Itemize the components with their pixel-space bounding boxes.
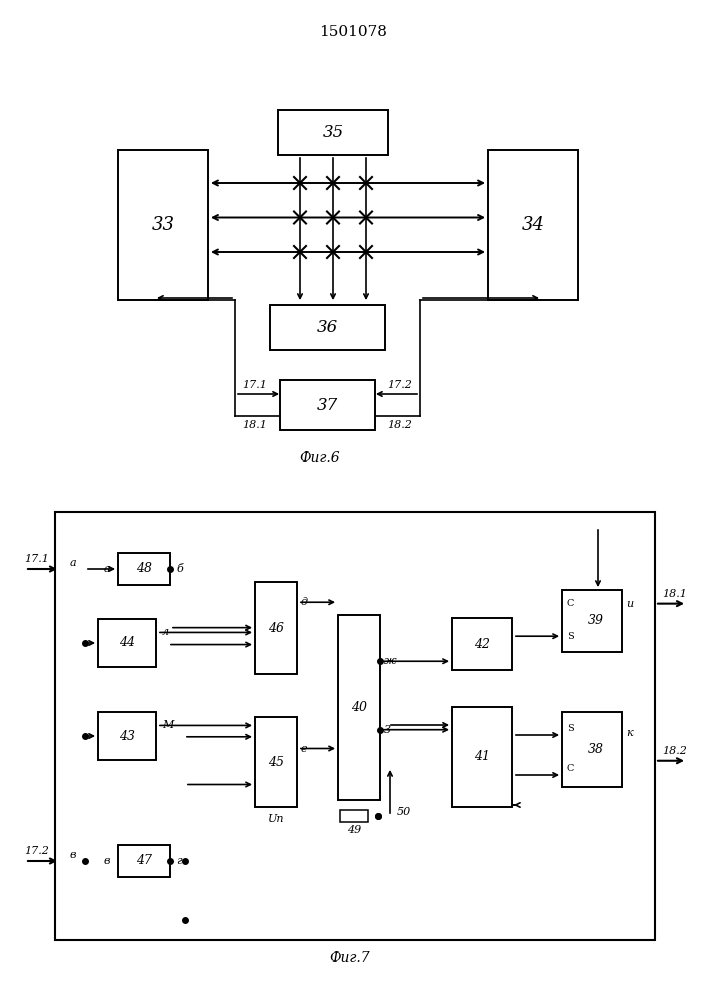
Text: 43: 43 xyxy=(119,730,135,742)
Text: Фиг.6: Фиг.6 xyxy=(300,451,340,465)
Text: 39: 39 xyxy=(588,614,604,628)
Text: 17.2: 17.2 xyxy=(25,846,49,856)
Bar xyxy=(278,110,388,155)
Text: 33: 33 xyxy=(151,216,175,234)
Text: 34: 34 xyxy=(522,216,544,234)
Text: г: г xyxy=(176,856,182,866)
Text: C: C xyxy=(566,764,573,773)
Bar xyxy=(55,512,655,940)
Text: 50: 50 xyxy=(397,807,411,817)
Text: в: в xyxy=(70,850,76,860)
Bar xyxy=(270,305,385,350)
Text: 18.2: 18.2 xyxy=(662,746,687,756)
Text: 42: 42 xyxy=(474,638,490,650)
Bar xyxy=(255,582,297,674)
Text: е: е xyxy=(301,744,308,754)
Text: 18.1: 18.1 xyxy=(243,420,267,430)
Bar xyxy=(98,619,156,667)
Text: 35: 35 xyxy=(322,124,344,141)
Text: 49: 49 xyxy=(347,825,361,835)
Text: 36: 36 xyxy=(317,319,338,336)
Text: Uп: Uп xyxy=(268,814,284,824)
Bar xyxy=(340,810,368,822)
Text: 17.1: 17.1 xyxy=(25,554,49,564)
Bar xyxy=(118,553,170,585)
Bar xyxy=(452,618,512,670)
Text: 17.1: 17.1 xyxy=(243,380,267,390)
Text: 1501078: 1501078 xyxy=(319,25,387,39)
Text: а: а xyxy=(70,558,76,568)
Bar xyxy=(488,150,578,300)
Text: 41: 41 xyxy=(474,750,490,764)
Text: к: к xyxy=(626,728,633,738)
Text: 44: 44 xyxy=(119,637,135,650)
Bar xyxy=(118,845,170,877)
Bar xyxy=(255,717,297,807)
Text: л: л xyxy=(162,627,169,637)
Text: 37: 37 xyxy=(317,396,338,414)
Text: Фиг.7: Фиг.7 xyxy=(329,951,370,965)
Text: М: М xyxy=(162,720,173,730)
Text: 18.2: 18.2 xyxy=(387,420,412,430)
Text: S: S xyxy=(566,724,573,733)
Text: 18.1: 18.1 xyxy=(662,589,687,599)
Text: 45: 45 xyxy=(268,756,284,768)
Text: и: и xyxy=(626,599,633,609)
Text: S: S xyxy=(566,632,573,641)
Text: 48: 48 xyxy=(136,562,152,576)
Bar xyxy=(452,707,512,807)
Text: д: д xyxy=(301,597,308,607)
Text: в: в xyxy=(103,856,110,866)
Bar xyxy=(118,150,208,300)
Text: 46: 46 xyxy=(268,621,284,635)
Bar xyxy=(280,380,375,430)
Bar xyxy=(98,712,156,760)
Text: C: C xyxy=(566,599,573,608)
Text: 40: 40 xyxy=(351,701,367,714)
Text: 17.2: 17.2 xyxy=(387,380,412,390)
Text: а: а xyxy=(103,564,110,574)
Text: б: б xyxy=(176,564,182,574)
Text: 47: 47 xyxy=(136,854,152,867)
Text: ж: ж xyxy=(384,656,397,666)
Text: 38: 38 xyxy=(588,743,604,756)
Bar xyxy=(338,615,380,800)
Text: 3: 3 xyxy=(384,725,391,735)
Bar xyxy=(562,590,622,652)
Bar xyxy=(562,712,622,787)
